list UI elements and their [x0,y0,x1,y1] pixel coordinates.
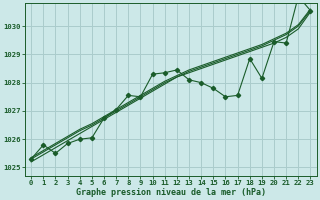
X-axis label: Graphe pression niveau de la mer (hPa): Graphe pression niveau de la mer (hPa) [76,188,266,197]
